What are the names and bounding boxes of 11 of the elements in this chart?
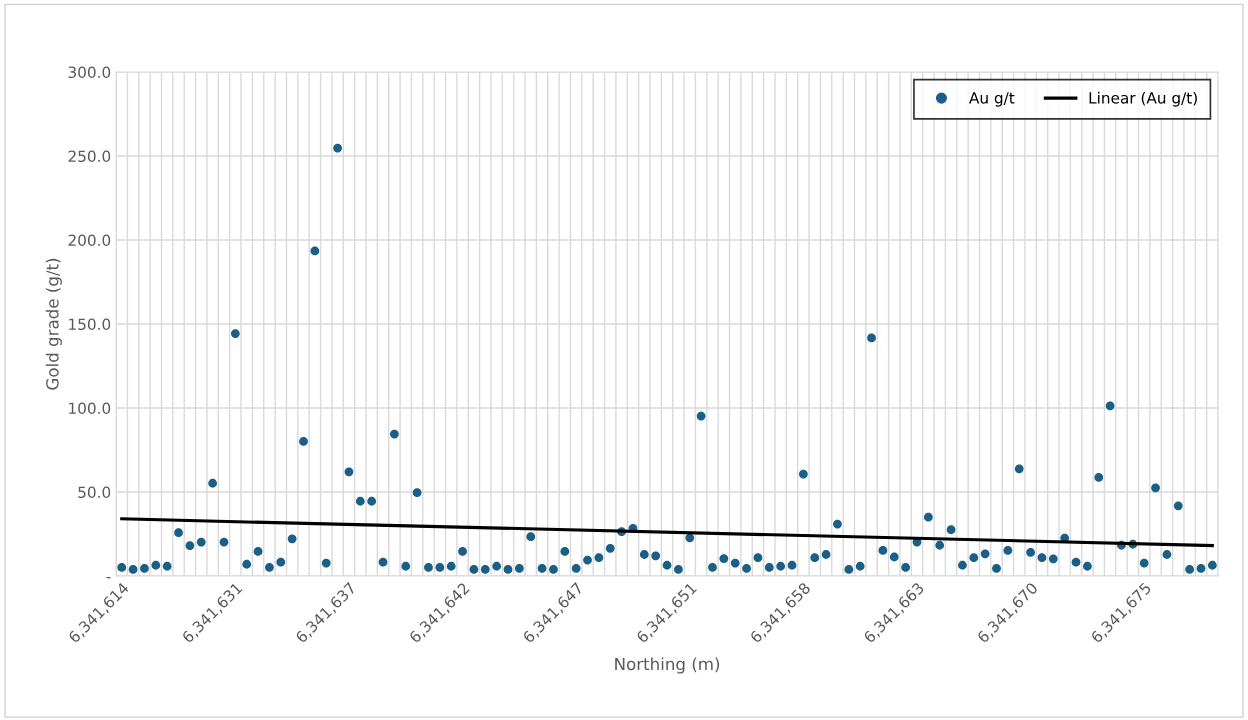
x-axis-title: Northing (m) bbox=[615, 657, 720, 674]
y-axis-title: Gold grade (g/t) bbox=[45, 258, 62, 390]
y-tick-label: 200.0 bbox=[68, 234, 111, 247]
y-tick-label: - bbox=[106, 577, 111, 579]
y-tick-label: 50.0 bbox=[78, 486, 111, 499]
legend-label: Linear (Au g/t) bbox=[1089, 91, 1197, 107]
y-tick-label: 250.0 bbox=[68, 150, 111, 163]
y-tick-label: 100.0 bbox=[69, 402, 111, 415]
legend-label: Au g/t bbox=[969, 92, 1015, 107]
y-tick-label: 300.0 bbox=[68, 66, 111, 79]
y-tick-label: 150.0 bbox=[69, 318, 111, 331]
